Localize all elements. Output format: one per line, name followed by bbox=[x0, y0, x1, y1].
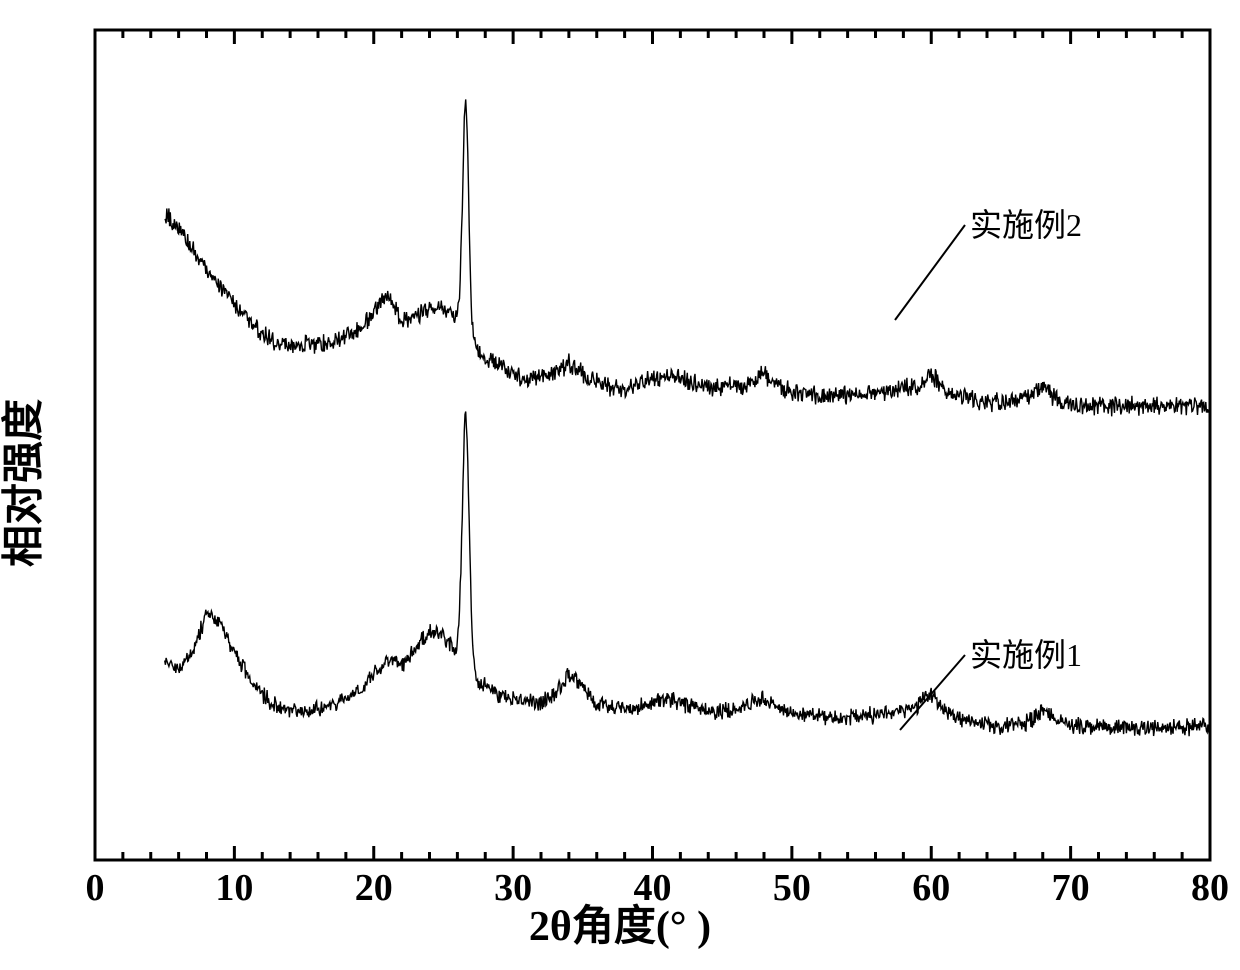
plot-frame bbox=[95, 30, 1210, 860]
xrd-chart: 相对强度 2θ角度(° ) 实施例1 实施例2 0 10 20 30 40 50 60 70 8… bbox=[0, 0, 1240, 965]
x-tick-label: 80 bbox=[1191, 866, 1229, 910]
chart-svg bbox=[0, 0, 1240, 965]
x-tick-label: 10 bbox=[215, 866, 253, 910]
x-tick-label: 0 bbox=[86, 866, 105, 910]
y-axis-label: 相对强度 bbox=[0, 398, 51, 566]
series-label-example-2: 实施例2 bbox=[970, 200, 1082, 246]
x-tick-label: 30 bbox=[494, 866, 532, 910]
x-tick-label: 60 bbox=[912, 866, 950, 910]
x-tick-label: 20 bbox=[355, 866, 393, 910]
x-axis-label: 2θ角度(° ) bbox=[529, 892, 711, 953]
x-tick-label: 70 bbox=[1052, 866, 1090, 910]
x-tick-label: 40 bbox=[634, 866, 672, 910]
x-tick-label: 50 bbox=[773, 866, 811, 910]
series-label-example-1: 实施例1 bbox=[970, 630, 1082, 676]
